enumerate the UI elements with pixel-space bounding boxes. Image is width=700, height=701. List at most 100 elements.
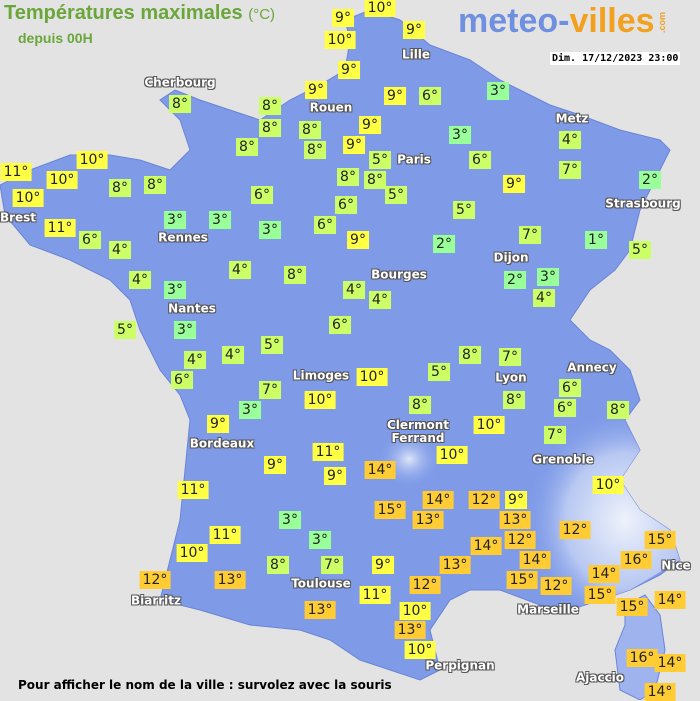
- temperature-marker[interactable]: 1°: [585, 231, 607, 249]
- temperature-marker[interactable]: 8°: [267, 556, 289, 574]
- temperature-marker[interactable]: 8°: [259, 97, 281, 115]
- temperature-marker[interactable]: 8°: [607, 401, 629, 419]
- temperature-marker[interactable]: 12°: [540, 577, 572, 595]
- temperature-marker[interactable]: 13°: [412, 511, 444, 529]
- temperature-marker[interactable]: 9°: [305, 81, 327, 99]
- temperature-marker[interactable]: 4°: [129, 271, 151, 289]
- temperature-marker[interactable]: 14°: [422, 491, 454, 509]
- temperature-marker[interactable]: 7°: [259, 381, 281, 399]
- temperature-marker[interactable]: 7°: [544, 426, 566, 444]
- temperature-marker[interactable]: 5°: [261, 336, 283, 354]
- temperature-marker[interactable]: 14°: [470, 537, 502, 555]
- temperature-marker[interactable]: 10°: [304, 391, 336, 409]
- temperature-marker[interactable]: 4°: [184, 351, 206, 369]
- temperature-marker[interactable]: 4°: [343, 281, 365, 299]
- temperature-marker[interactable]: 3°: [164, 281, 186, 299]
- temperature-marker[interactable]: 15°: [374, 501, 406, 519]
- temperature-marker[interactable]: 10°: [404, 641, 436, 659]
- temperature-marker[interactable]: 12°: [139, 571, 171, 589]
- temperature-marker[interactable]: 3°: [174, 321, 196, 339]
- temperature-marker[interactable]: 8°: [364, 171, 386, 189]
- temperature-marker[interactable]: 2°: [433, 235, 455, 253]
- temperature-marker[interactable]: 5°: [385, 186, 407, 204]
- temperature-marker[interactable]: 8°: [236, 138, 258, 156]
- temperature-marker[interactable]: 13°: [214, 571, 246, 589]
- temperature-marker[interactable]: 9°: [372, 556, 394, 574]
- temperature-marker[interactable]: 6°: [314, 216, 336, 234]
- temperature-marker[interactable]: 12°: [409, 576, 441, 594]
- temperature-marker[interactable]: 8°: [503, 391, 525, 409]
- temperature-marker[interactable]: 9°: [347, 231, 369, 249]
- temperature-marker[interactable]: 10°: [436, 446, 468, 464]
- temperature-marker[interactable]: 6°: [419, 87, 441, 105]
- temperature-marker[interactable]: 13°: [394, 621, 426, 639]
- temperature-marker[interactable]: 5°: [453, 201, 475, 219]
- temperature-marker[interactable]: 13°: [304, 601, 336, 619]
- temperature-marker[interactable]: 10°: [46, 171, 78, 189]
- temperature-marker[interactable]: 13°: [499, 511, 531, 529]
- temperature-marker[interactable]: 9°: [332, 9, 354, 27]
- temperature-marker[interactable]: 3°: [164, 211, 186, 229]
- temperature-marker[interactable]: 14°: [654, 591, 686, 609]
- temperature-marker[interactable]: 9°: [343, 136, 365, 154]
- temperature-marker[interactable]: 6°: [79, 231, 101, 249]
- meteo-villes-logo[interactable]: meteo-villes .com: [458, 2, 667, 41]
- temperature-marker[interactable]: 3°: [449, 126, 471, 144]
- temperature-marker[interactable]: 3°: [209, 211, 231, 229]
- temperature-marker[interactable]: 6°: [335, 196, 357, 214]
- temperature-marker[interactable]: 9°: [384, 87, 406, 105]
- temperature-marker[interactable]: 15°: [616, 598, 648, 616]
- temperature-marker[interactable]: 10°: [12, 189, 44, 207]
- temperature-marker[interactable]: 4°: [559, 131, 581, 149]
- temperature-marker[interactable]: 8°: [409, 396, 431, 414]
- temperature-marker[interactable]: 6°: [469, 151, 491, 169]
- temperature-marker[interactable]: 11°: [209, 526, 241, 544]
- temperature-marker[interactable]: 9°: [359, 116, 381, 134]
- temperature-marker[interactable]: 5°: [629, 241, 651, 259]
- temperature-marker[interactable]: 16°: [620, 551, 652, 569]
- temperature-marker[interactable]: 14°: [519, 551, 551, 569]
- temperature-marker[interactable]: 7°: [321, 556, 343, 574]
- temperature-marker[interactable]: 6°: [171, 371, 193, 389]
- temperature-marker[interactable]: 6°: [251, 186, 273, 204]
- temperature-marker[interactable]: 9°: [403, 21, 425, 39]
- temperature-marker[interactable]: 3°: [259, 221, 281, 239]
- temperature-marker[interactable]: 10°: [592, 476, 624, 494]
- temperature-marker[interactable]: 4°: [369, 291, 391, 309]
- temperature-marker[interactable]: 8°: [144, 176, 166, 194]
- temperature-marker[interactable]: 11°: [177, 481, 209, 499]
- temperature-marker[interactable]: 10°: [399, 602, 431, 620]
- temperature-marker[interactable]: 10°: [76, 151, 108, 169]
- temperature-marker[interactable]: 15°: [644, 531, 676, 549]
- temperature-marker[interactable]: 4°: [109, 241, 131, 259]
- temperature-marker[interactable]: 12°: [559, 521, 591, 539]
- temperature-marker[interactable]: 9°: [207, 415, 229, 433]
- temperature-marker[interactable]: 3°: [309, 531, 331, 549]
- temperature-marker[interactable]: 6°: [329, 316, 351, 334]
- temperature-marker[interactable]: 10°: [324, 31, 356, 49]
- temperature-marker[interactable]: 14°: [588, 565, 620, 583]
- temperature-marker[interactable]: 3°: [279, 511, 301, 529]
- temperature-marker[interactable]: 10°: [473, 416, 505, 434]
- temperature-marker[interactable]: 14°: [644, 683, 676, 701]
- temperature-marker[interactable]: 16°: [626, 649, 658, 667]
- temperature-marker[interactable]: 9°: [505, 491, 527, 509]
- temperature-marker[interactable]: 14°: [364, 461, 396, 479]
- temperature-marker[interactable]: 11°: [0, 163, 32, 181]
- temperature-marker[interactable]: 12°: [468, 491, 500, 509]
- temperature-marker[interactable]: 8°: [337, 168, 359, 186]
- temperature-marker[interactable]: 10°: [176, 544, 208, 562]
- temperature-marker[interactable]: 4°: [229, 261, 251, 279]
- temperature-marker[interactable]: 5°: [114, 321, 136, 339]
- temperature-marker[interactable]: 6°: [559, 379, 581, 397]
- temperature-marker[interactable]: 11°: [44, 219, 76, 237]
- temperature-marker[interactable]: 8°: [304, 141, 326, 159]
- temperature-marker[interactable]: 8°: [299, 121, 321, 139]
- temperature-marker[interactable]: 3°: [487, 82, 509, 100]
- temperature-marker[interactable]: 10°: [364, 0, 396, 17]
- temperature-marker[interactable]: 8°: [284, 266, 306, 284]
- temperature-marker[interactable]: 15°: [506, 571, 538, 589]
- temperature-marker[interactable]: 14°: [654, 654, 686, 672]
- temperature-marker[interactable]: 10°: [356, 368, 388, 386]
- temperature-marker[interactable]: 3°: [239, 401, 261, 419]
